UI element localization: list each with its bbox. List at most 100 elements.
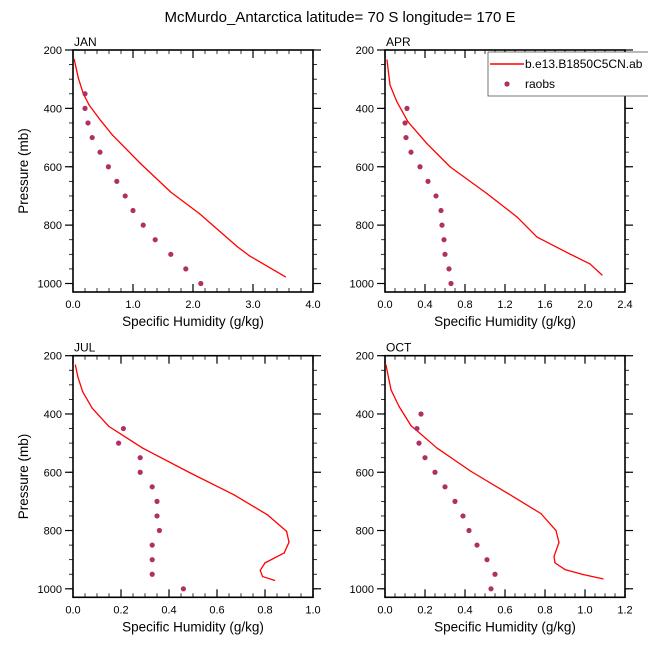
model-line-segment — [141, 447, 192, 474]
x-tick-label: 0.8 — [457, 299, 472, 311]
model-line-segment — [283, 541, 290, 554]
model-series — [74, 364, 290, 582]
model-line-segment — [74, 364, 79, 378]
x-tick-label: 1.2 — [497, 299, 512, 311]
model-line-segment — [77, 77, 84, 95]
raobs-point — [452, 498, 458, 504]
raobs-point — [404, 105, 410, 111]
figure-title: McMurdo_Antarctica latitude= 70 S longit… — [164, 9, 515, 26]
raobs-point — [116, 440, 122, 446]
model-line-segment — [111, 134, 141, 164]
panel-label: JUL — [74, 341, 96, 355]
model-line-segment — [108, 425, 144, 449]
raobs-point — [425, 178, 431, 184]
model-line-segment — [470, 470, 508, 494]
x-tick-label: 1.0 — [305, 604, 320, 616]
x-tick-label: 0.0 — [377, 604, 392, 616]
raobs-point — [484, 557, 490, 563]
raobs-series — [402, 105, 454, 287]
raobs-point — [120, 425, 126, 432]
raobs-point — [130, 207, 136, 214]
x-tick-label: 0.6 — [209, 604, 224, 616]
y-tick-label: 600 — [356, 467, 374, 479]
raobs-point — [432, 469, 438, 475]
legend-box — [487, 51, 648, 97]
panel-apr: 0.0 0.4 0.8 1.2 1.6 2.0 2.4 200 400 600 800 1000 APR… — [350, 35, 633, 329]
raobs-point — [122, 193, 128, 199]
model-line-segment — [73, 58, 80, 79]
model-line-segment — [81, 390, 93, 409]
model-line-segment — [398, 405, 412, 427]
raobs-point — [460, 513, 466, 519]
raobs-point — [439, 222, 445, 228]
raobs-point — [105, 164, 111, 170]
model-line-segment — [233, 494, 269, 516]
model-line-segment — [88, 104, 102, 122]
x-tick-label: 0.8 — [537, 604, 552, 616]
x-tick-label: 0.2 — [113, 604, 128, 616]
model-line-segment — [449, 166, 488, 195]
raobs-point — [137, 469, 143, 475]
raobs-point — [97, 149, 103, 155]
raobs-point — [402, 120, 408, 126]
model-line-segment — [569, 253, 591, 265]
panel-jul: 0.0 0.2 0.4 0.6 0.8 1.0 200 400 600 800 1000 JUL Spe… — [16, 341, 321, 634]
raobs-point — [403, 134, 409, 141]
model-line-segment — [506, 492, 542, 515]
model-line-segment — [436, 447, 472, 473]
model-line-segment — [540, 512, 557, 532]
raobs-point — [441, 237, 447, 243]
raobs-point — [152, 237, 158, 243]
y-tick-label: 1000 — [350, 584, 374, 596]
y-tick-label: 600 — [44, 162, 62, 174]
x-tick-label: 0.4 — [161, 604, 176, 616]
raobs-series — [414, 411, 498, 592]
model-line-segment — [390, 389, 400, 408]
y-tick-label: 400 — [44, 409, 62, 421]
legend: b.e13.B1850C5CN.ab raobs — [487, 51, 648, 97]
x-tick-label: 2.4 — [617, 299, 632, 311]
x-axis-title: Specific Humidity (g/kg) — [122, 619, 264, 634]
model-line-segment — [555, 529, 560, 544]
raobs-point — [492, 571, 498, 577]
model-line-segment — [553, 541, 560, 558]
raobs-point — [149, 557, 155, 563]
y-tick-label: 400 — [356, 409, 374, 421]
y-tick-label: 1000 — [38, 584, 62, 596]
model-line-segment — [91, 407, 110, 428]
legend-marker-swatch — [504, 81, 510, 87]
model-series — [386, 59, 603, 276]
x-tick-label: 1.6 — [537, 299, 552, 311]
y-tick-label: 400 — [356, 103, 374, 115]
x-tick-label: 0.0 — [377, 299, 392, 311]
x-axis-title: Specific Humidity (g/kg) — [434, 314, 576, 329]
raobs-point — [416, 440, 422, 446]
model-line-segment — [248, 255, 287, 278]
x-tick-label: 1.2 — [617, 604, 632, 616]
raobs-point — [114, 178, 120, 184]
x-tick-label: 0.2 — [417, 604, 432, 616]
model-line-segment — [516, 216, 538, 238]
x-tick-label: 2.0 — [185, 299, 200, 311]
model-line-segment — [426, 143, 451, 168]
raobs-point — [418, 411, 424, 417]
panel-jan: 0.0 1.0 2.0 3.0 4.0 200 400 600 800 1000 JAN Specif… — [16, 35, 321, 329]
legend-label-model: b.e13.B1850C5CN.ab — [525, 57, 643, 71]
raobs-point — [414, 425, 420, 432]
y-tick-label: 200 — [356, 45, 374, 57]
y-tick-label: 800 — [44, 220, 62, 232]
raobs-point — [149, 542, 155, 548]
raobs-point — [154, 498, 160, 504]
y-tick-label: 200 — [44, 351, 62, 363]
model-line-segment — [259, 569, 264, 578]
raobs-point — [85, 120, 91, 126]
x-tick-label: 4.0 — [305, 299, 320, 311]
raobs-point — [89, 134, 95, 141]
y-axis-title: Pressure (mb) — [16, 434, 31, 520]
x-tick-label: 0.6 — [497, 604, 512, 616]
y-tick-label: 800 — [356, 220, 374, 232]
model-line-segment — [198, 213, 239, 248]
raobs-point — [438, 207, 444, 214]
y-tick-label: 600 — [44, 467, 62, 479]
model-line-segment — [564, 568, 584, 576]
